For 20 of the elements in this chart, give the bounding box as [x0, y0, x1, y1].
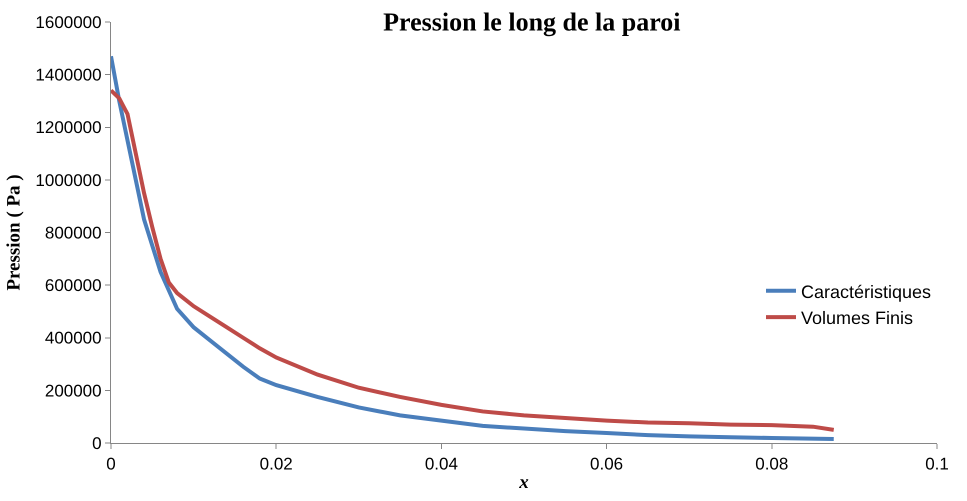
- y-tick-label: 400000: [44, 328, 102, 348]
- x-tick-label: 0: [106, 454, 116, 474]
- y-tick-label: 1600000: [35, 12, 102, 32]
- legend-label: Volumes Finis: [801, 308, 914, 328]
- y-axis-title: Pression ( Pa ): [3, 174, 24, 291]
- x-tick-label: 0.1: [925, 454, 949, 474]
- y-tick-label: 0: [92, 434, 102, 453]
- x-tick-label: 0.04: [424, 454, 458, 474]
- y-tick-label: 1200000: [35, 118, 102, 138]
- legend-label: Caractéristiques: [801, 282, 932, 302]
- y-tick-label: 600000: [44, 276, 102, 296]
- y-tick-label: 1400000: [35, 66, 102, 85]
- x-tick-label: 0.06: [590, 454, 624, 474]
- y-tick-label: 800000: [44, 223, 102, 242]
- x-tick-label: 0.08: [755, 454, 788, 474]
- y-tick-label: 200000: [44, 381, 102, 400]
- x-axis-title: x: [518, 472, 530, 494]
- y-tick-label: 1000000: [35, 170, 102, 190]
- chart-title: Pression le long de la paroi: [383, 8, 681, 37]
- x-tick-label: 0.02: [260, 454, 293, 474]
